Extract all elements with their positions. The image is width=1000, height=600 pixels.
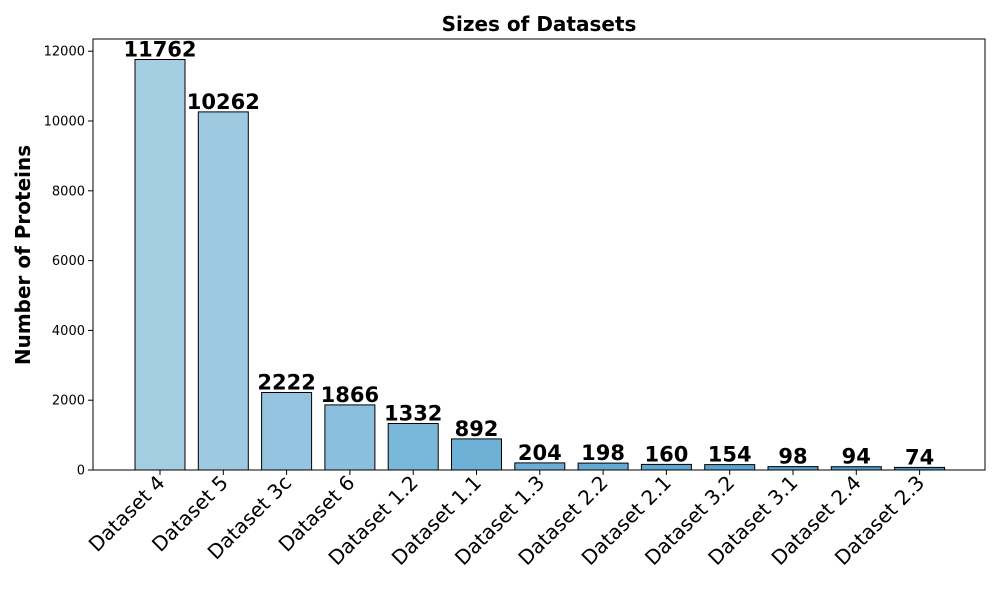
bar-dataset-4 (134, 59, 186, 471)
data-label: 94 (842, 445, 871, 469)
chart-title: Sizes of Datasets (442, 12, 637, 36)
data-label: 98 (778, 445, 807, 469)
data-label: 204 (518, 441, 562, 465)
y-tick-label: 6000 (52, 254, 85, 269)
data-label: 2222 (257, 370, 315, 394)
y-tick-label: 12000 (44, 45, 85, 60)
y-tick-label: 0 (77, 464, 85, 479)
data-label: 1866 (321, 383, 379, 407)
bar-dataset-1-2 (387, 423, 439, 471)
y-tick-label: 2000 (52, 394, 85, 409)
bar-dataset-3c (261, 392, 313, 471)
bar-dataset-1-1 (451, 438, 502, 471)
data-label: 160 (644, 442, 688, 466)
bar-dataset-5 (197, 111, 249, 471)
bar-dataset-6 (324, 404, 376, 471)
data-label: 10262 (187, 90, 260, 114)
y-tick-label: 10000 (44, 115, 85, 130)
y-axis-label: Number of Proteins (11, 145, 35, 365)
data-label: 198 (581, 441, 625, 465)
data-label: 1332 (384, 402, 442, 426)
plot-frame (92, 38, 986, 471)
data-label: 74 (905, 445, 934, 469)
data-label: 892 (455, 417, 499, 441)
y-tick-label: 4000 (52, 324, 85, 339)
data-label: 154 (708, 443, 752, 467)
data-label: 11762 (123, 38, 196, 62)
y-tick-label: 8000 (52, 184, 85, 199)
